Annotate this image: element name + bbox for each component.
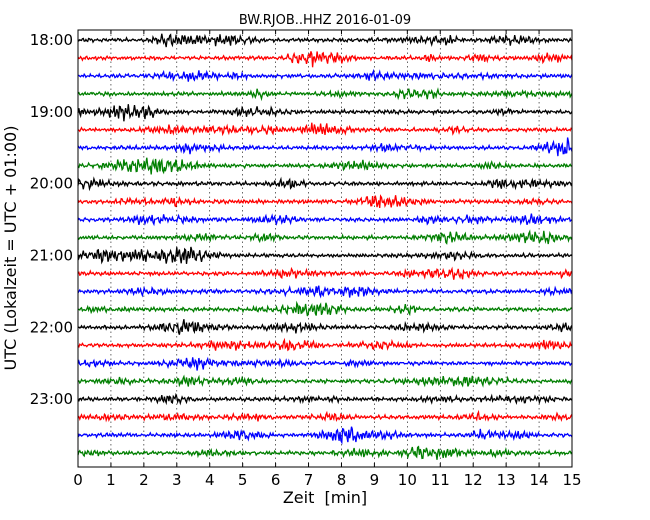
trace-23 bbox=[77, 445, 573, 460]
x-tick-label-13: 13 bbox=[497, 471, 516, 489]
x-tick-label-15: 15 bbox=[562, 471, 581, 489]
trace-22 bbox=[77, 426, 573, 445]
x-tick-label-7: 7 bbox=[304, 471, 314, 489]
seismogram-traces bbox=[77, 33, 573, 460]
trace-6 bbox=[77, 137, 573, 157]
x-tick-label-3: 3 bbox=[172, 471, 182, 489]
trace-7 bbox=[77, 157, 573, 175]
x-tick-label-4: 4 bbox=[205, 471, 215, 489]
y-axis-ticks: 18:00 19:00 20:00 21:00 22:00 23:00 bbox=[30, 31, 82, 408]
plot-frame bbox=[77, 29, 573, 468]
trace-17 bbox=[77, 337, 573, 352]
x-tick-label-10: 10 bbox=[398, 471, 417, 489]
chart-title: BW.RJOB..HHZ 2016-01-09 bbox=[239, 13, 411, 28]
y-tick-label-1: 19:00 bbox=[30, 103, 73, 121]
trace-21 bbox=[77, 409, 573, 423]
trace-16 bbox=[77, 319, 573, 335]
x-axis-label: Zeit [min] bbox=[283, 488, 367, 507]
x-tick-label-2: 2 bbox=[139, 471, 149, 489]
trace-11 bbox=[77, 229, 573, 245]
x-tick-label-11: 11 bbox=[431, 471, 450, 489]
trace-1 bbox=[77, 51, 573, 68]
trace-0 bbox=[77, 33, 573, 48]
trace-15 bbox=[77, 300, 573, 317]
trace-14 bbox=[77, 284, 573, 299]
y-tick-label-0: 18:00 bbox=[30, 31, 73, 49]
trace-18 bbox=[77, 356, 573, 371]
trace-20 bbox=[77, 392, 573, 406]
trace-10 bbox=[77, 213, 573, 227]
x-tick-label-6: 6 bbox=[271, 471, 281, 489]
x-tick-label-9: 9 bbox=[370, 471, 380, 489]
trace-3 bbox=[77, 87, 573, 102]
y-tick-label-3: 21:00 bbox=[30, 246, 73, 264]
y-tick-label-2: 20:00 bbox=[30, 175, 73, 193]
y-tick-label-4: 22:00 bbox=[30, 318, 73, 336]
x-tick-label-0: 0 bbox=[73, 471, 83, 489]
x-tick-label-5: 5 bbox=[238, 471, 248, 489]
trace-13 bbox=[77, 266, 573, 280]
vertical-gridlines bbox=[110, 30, 540, 467]
y-axis-label: UTC (Lokalzeit = UTC + 01:00) bbox=[1, 126, 20, 371]
trace-12 bbox=[77, 246, 573, 265]
x-axis-ticks: 0 1 2 3 4 5 6 7 8 9 10 11 12 13 14 15 bbox=[73, 30, 582, 489]
trace-19 bbox=[77, 374, 573, 388]
trace-4 bbox=[77, 104, 573, 122]
x-tick-label-8: 8 bbox=[337, 471, 347, 489]
trace-9 bbox=[77, 194, 573, 208]
x-tick-label-1: 1 bbox=[106, 471, 116, 489]
x-tick-label-14: 14 bbox=[530, 471, 549, 489]
x-tick-label-12: 12 bbox=[464, 471, 483, 489]
y-tick-label-5: 23:00 bbox=[30, 390, 73, 408]
trace-2 bbox=[77, 68, 573, 83]
trace-8 bbox=[77, 176, 573, 192]
trace-5 bbox=[77, 122, 573, 137]
